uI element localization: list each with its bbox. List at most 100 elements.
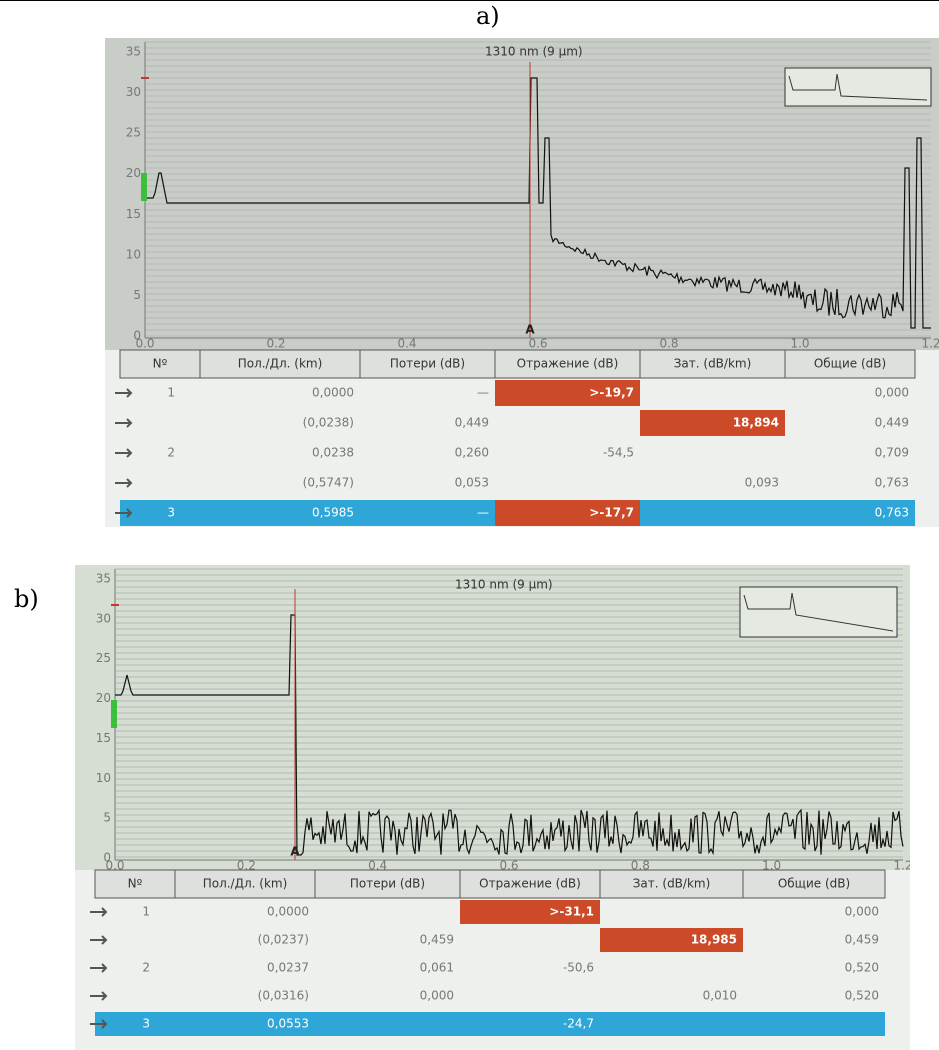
cell-text: 0,061: [420, 961, 454, 975]
panel-label: a): [476, 2, 500, 30]
header-cell: [459, 869, 601, 899]
header-cell: [119, 349, 201, 379]
cell-text: 3: [167, 506, 175, 520]
x-tick-label: 0.2: [266, 337, 285, 351]
header-cell: [94, 869, 176, 899]
header-text: Отражение (dB): [517, 357, 619, 371]
event-icon: [90, 935, 108, 945]
wavelength: 1310 nm (9 µm): [485, 45, 583, 59]
event-icon: [115, 478, 133, 488]
cell-text: 2: [142, 961, 150, 975]
otdr-screen: 35 30 25 20 15 10 5 00.0 0.2 0.4 0.6 0.8 1.0 1.2 A 1310…: [75, 565, 910, 1050]
header-text: Отражение (dB): [479, 877, 581, 891]
cell-text: 0,000: [845, 905, 879, 919]
cell-text: 0,709: [875, 446, 909, 460]
cell-text: -50,6: [563, 961, 594, 975]
cell-text: >-31,1: [549, 905, 594, 919]
header-cell: [174, 869, 316, 899]
cell-text: (0,0238): [303, 416, 354, 430]
y-tick-label: 25: [126, 126, 141, 140]
x-tick-label: 0.4: [397, 337, 416, 351]
cell-text: 0,0553: [267, 1017, 309, 1031]
overview-inset: [739, 586, 898, 638]
cell-text: 0,459: [845, 933, 879, 947]
x-tick-label: 1.0: [762, 859, 781, 873]
y-tick-label: 20: [126, 166, 141, 180]
cell-text: >-19,7: [589, 386, 634, 400]
y-tick-label: 35: [96, 572, 111, 586]
cell-text: 0,449: [455, 416, 489, 430]
cell-text: (0,0237): [258, 933, 309, 947]
cell-text: 0,0237: [267, 961, 309, 975]
cell-text: 1: [142, 905, 150, 919]
header-text: Nº: [128, 877, 143, 891]
marker-label: A: [525, 323, 535, 337]
cell-text: 3: [142, 1017, 150, 1031]
green-marker: [141, 173, 147, 201]
cell-text: >-17,7: [589, 506, 634, 520]
event-icon: [90, 963, 108, 973]
header-text: Пол./Дл. (km): [203, 877, 288, 891]
y-tick-label: 25: [96, 651, 111, 665]
cell-text: —: [477, 386, 489, 400]
cell-text: 0,449: [875, 416, 909, 430]
overview-trace: [788, 73, 928, 101]
header-text: Пол./Дл. (km): [238, 357, 323, 371]
header-cell: [494, 349, 641, 379]
header-text: Nº: [153, 357, 168, 371]
trace: [145, 77, 931, 329]
selected-row[interactable]: [95, 1012, 885, 1036]
event-icon: [90, 991, 108, 1001]
wavelength: 1310 nm (9 µm): [455, 578, 553, 592]
y-tick-label: 15: [96, 731, 111, 745]
cell-text: 0,260: [455, 446, 489, 460]
y-tick-label: 30: [96, 611, 111, 625]
x-tick-label: 0.4: [368, 859, 387, 873]
header-text: Потери (dB): [350, 877, 425, 891]
event-icon: [115, 508, 133, 518]
cell-text: 0,520: [845, 989, 879, 1003]
header-cell: [599, 869, 744, 899]
cell-text: 18,894: [733, 416, 779, 430]
cell-text: 0,520: [845, 961, 879, 975]
cell-text: 0,5985: [312, 506, 354, 520]
y-tick-label: 0: [103, 851, 111, 865]
event-icon: [115, 448, 133, 458]
header-cell: [784, 349, 916, 379]
header-text: Общие (dB): [814, 357, 886, 371]
cell-text: -54,5: [603, 446, 634, 460]
cell-text: 0,0238: [312, 446, 354, 460]
cell-text: 0,093: [745, 476, 779, 490]
cell-text: (0,5747): [303, 476, 354, 490]
header-text: Общие (dB): [778, 877, 850, 891]
cell-text: 0,000: [420, 989, 454, 1003]
x-tick-label: 0.0: [105, 859, 124, 873]
header-text: Потери (dB): [390, 357, 465, 371]
x-tick-label: 1.0: [790, 337, 809, 351]
y-tick-label: 5: [133, 288, 141, 302]
event-icon: [90, 907, 108, 917]
header-cell: [742, 869, 886, 899]
alarm-cell: [600, 928, 743, 952]
x-tick-label: 0.8: [631, 859, 650, 873]
y-tick-label: 10: [126, 247, 141, 261]
event-icon: [90, 1019, 108, 1029]
top-rule: [0, 0, 939, 1]
table-bg: [105, 350, 939, 527]
x-tick-label: 0.0: [135, 337, 154, 351]
alarm-cell: [495, 500, 640, 526]
x-tick-label: 0.6: [499, 859, 518, 873]
y-tick-label: 5: [103, 811, 111, 825]
alarm-cell: [495, 380, 640, 406]
alarm-cell: [640, 410, 785, 436]
cell-text: 18,985: [691, 933, 737, 947]
x-tick-label: 0.8: [659, 337, 678, 351]
overview-trace: [743, 592, 894, 632]
trace: [115, 614, 904, 856]
event-icon: [115, 418, 133, 428]
cell-text: —: [477, 506, 489, 520]
overview-inset: [784, 67, 932, 107]
y-tick-label: 20: [96, 691, 111, 705]
cell-text: 0,763: [875, 476, 909, 490]
